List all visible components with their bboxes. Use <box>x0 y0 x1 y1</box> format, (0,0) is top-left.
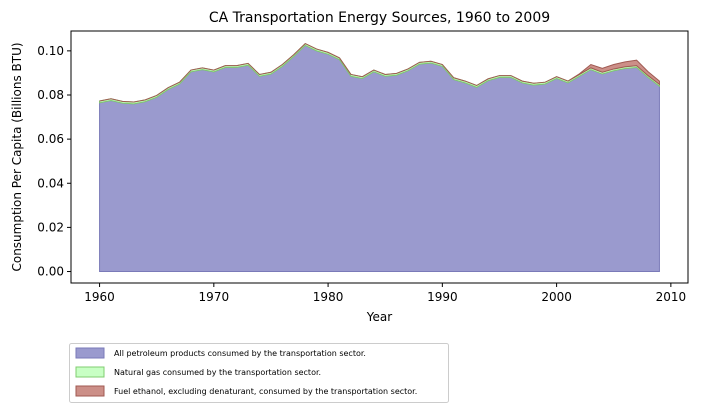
y-tick-label: 0.02 <box>37 220 64 234</box>
legend-label: Fuel ethanol, excluding denaturant, cons… <box>114 387 417 396</box>
x-tick-label: 1990 <box>427 290 458 304</box>
y-tick-label: 0.06 <box>37 132 64 146</box>
y-tick-label: 0.04 <box>37 176 64 190</box>
area-fuel-ethanol <box>99 42 660 103</box>
x-tick-label: 2000 <box>541 290 572 304</box>
x-tick-label: 1980 <box>313 290 344 304</box>
x-tick-label: 1970 <box>199 290 230 304</box>
legend-swatch <box>75 347 105 359</box>
y-tick-label: 0.08 <box>37 88 64 102</box>
legend: All petroleum products consumed by the t… <box>69 343 449 403</box>
plot-area <box>99 42 660 273</box>
y-tick-label: 0.00 <box>37 265 64 279</box>
x-axis-label: Year <box>366 310 392 324</box>
legend-frame <box>69 343 449 403</box>
x-axis: 1960 1970 1980 1990 2000 2010 <box>84 283 686 304</box>
legend-swatch <box>75 385 105 397</box>
legend-label: All petroleum products consumed by the t… <box>114 349 366 358</box>
legend-swatch <box>75 366 105 378</box>
plot-frame <box>70 30 689 284</box>
y-axis: 0.00 0.02 0.04 0.06 0.08 0.10 <box>37 44 71 279</box>
chart-title: CA Transportation Energy Sources, 1960 t… <box>209 10 550 26</box>
x-tick-label: 2010 <box>656 290 687 304</box>
legend-label: Natural gas consumed by the transportati… <box>114 368 321 377</box>
x-tick-label: 1960 <box>84 290 115 304</box>
y-axis-label: Consumption Per Capita (Billions BTU) <box>10 42 24 271</box>
y-tick-label: 0.10 <box>37 44 64 58</box>
